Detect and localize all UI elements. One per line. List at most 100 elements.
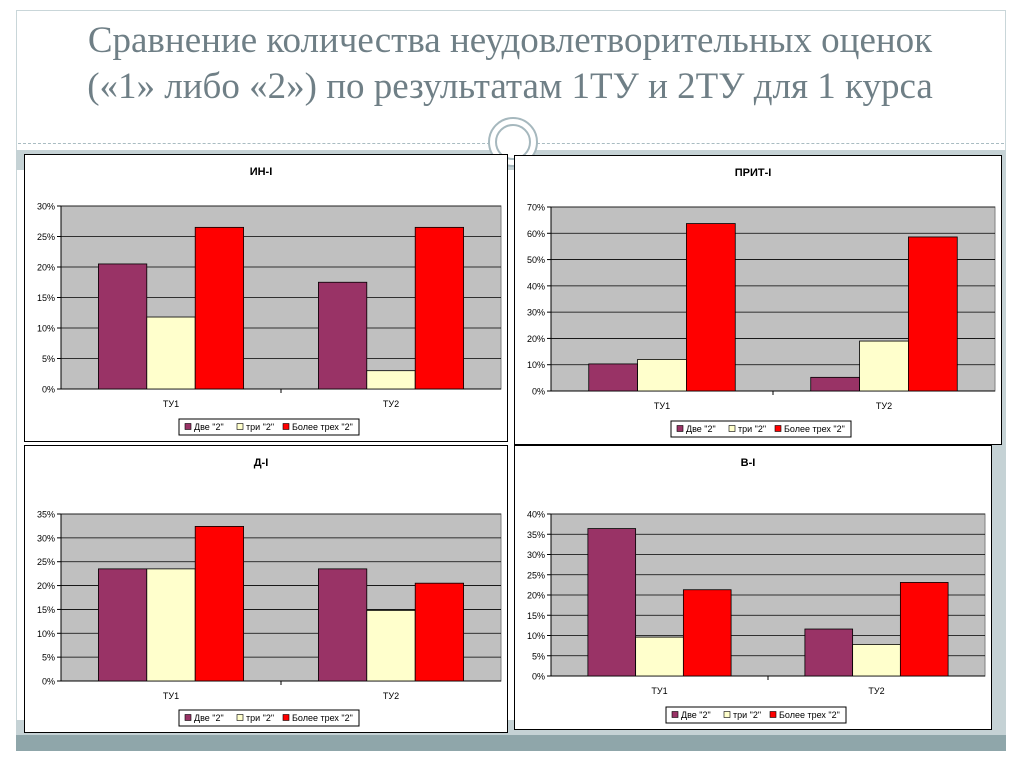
legend-swatch (671, 711, 679, 718)
legend-swatch (282, 714, 290, 721)
chart-title: В-I (741, 457, 756, 469)
y-tick-label: 15% (37, 293, 55, 303)
y-tick-label: 35% (527, 530, 545, 540)
y-tick-label: 10% (37, 324, 55, 334)
bar (194, 526, 244, 682)
chart-svg: ПРИТ-I 0% 10% 20% 30% 40% 50% 60% 70% ТУ1 ТУ2 Две "… (527, 167, 996, 438)
legend-label: три "2" (246, 713, 274, 723)
chart-panel-d: Д-I 0% 5% 10% 15% 20% 25% 30% 35% ТУ1 ТУ2 Две "2" тр… (24, 445, 508, 733)
x-tick-label: ТУ1 (163, 691, 179, 701)
bar (682, 589, 732, 677)
legend-swatch (282, 423, 290, 430)
x-tick-label: ТУ1 (163, 399, 179, 409)
bar (899, 582, 949, 677)
legend-label: Две "2" (681, 710, 711, 720)
legend-label: Две "2" (194, 422, 224, 432)
slide-title: Сравнение количества неудовлетворительны… (30, 18, 990, 110)
x-tick-label: ТУ1 (654, 401, 670, 411)
bar (852, 644, 901, 677)
slide-title-line-1: Сравнение количества неудовлетворительны… (87, 20, 933, 61)
chart-svg: ИН-I 0% 5% 10% 15% 20% 25% 30% ТУ1 ТУ2 Две "2" три … (37, 166, 502, 436)
y-tick-label: 30% (527, 308, 545, 318)
legend-label: Более трех "2" (292, 422, 353, 432)
bar (810, 376, 860, 392)
y-tick-label: 20% (37, 581, 55, 591)
y-tick-label: 0% (532, 387, 545, 397)
x-tick-label: ТУ2 (876, 401, 892, 411)
legend-label: три "2" (246, 422, 274, 432)
bar (366, 370, 416, 390)
x-tick-label: ТУ2 (383, 691, 399, 701)
chart-title: Д-I (254, 457, 269, 469)
bar (908, 236, 958, 392)
y-tick-label: 10% (37, 629, 55, 639)
chart-svg: В-I 0% 5% 10% 15% 20% 25% 30% 35% 40% ТУ1 ТУ2 Две "2… (527, 457, 986, 724)
legend-label: три "2" (733, 710, 761, 720)
y-tick-label: 5% (42, 354, 55, 364)
bar (146, 568, 196, 682)
legend-label: Две "2" (686, 424, 716, 434)
bar (588, 363, 638, 392)
bar (414, 582, 465, 682)
bar (366, 609, 416, 682)
legend-swatch (184, 714, 192, 721)
legend-swatch (769, 711, 777, 718)
chart-svg: Д-I 0% 5% 10% 15% 20% 25% 30% 35% ТУ1 ТУ2 Две "2" тр… (37, 457, 502, 727)
y-tick-label: 15% (527, 611, 545, 621)
bar (414, 226, 465, 390)
legend-box (670, 420, 852, 438)
legend-label: три "2" (738, 424, 766, 434)
y-tick-label: 25% (527, 570, 545, 580)
bar (194, 226, 244, 390)
legend-label: Более трех "2" (779, 710, 840, 720)
chart-panel-prit: ПРИТ-I 0% 10% 20% 30% 40% 50% 60% 70% ТУ1 ТУ2 Две "… (514, 155, 1002, 445)
y-tick-label: 25% (37, 232, 55, 242)
legend-label: Более трех "2" (292, 713, 353, 723)
legend-label: Две "2" (194, 713, 224, 723)
legend-swatch (774, 425, 782, 432)
y-tick-label: 30% (37, 202, 55, 212)
y-tick-label: 40% (527, 281, 545, 291)
bar (635, 636, 684, 677)
bar (98, 568, 148, 682)
y-tick-label: 0% (42, 385, 55, 395)
legend-label: Более трех "2" (784, 424, 845, 434)
y-tick-label: 20% (527, 334, 545, 344)
legend-box (178, 418, 360, 436)
bar (804, 628, 854, 677)
y-tick-label: 20% (527, 591, 545, 601)
bar (98, 263, 148, 390)
bar (317, 568, 368, 682)
chart-panel-v: В-I 0% 5% 10% 15% 20% 25% 30% 35% 40% ТУ1 ТУ2 Две "2… (514, 445, 992, 730)
decor-band-bottom (16, 735, 1006, 751)
y-tick-label: 10% (527, 360, 545, 370)
y-tick-label: 15% (37, 605, 55, 615)
legend-swatch (728, 425, 736, 432)
bar (859, 340, 909, 392)
x-tick-label: ТУ2 (868, 686, 884, 696)
y-tick-label: 70% (527, 203, 545, 213)
chart-title: ИН-I (250, 166, 273, 178)
bar (587, 528, 637, 677)
y-tick-label: 5% (42, 653, 55, 663)
y-tick-label: 5% (532, 651, 545, 661)
bar (146, 316, 196, 390)
legend-swatch (236, 423, 244, 430)
legend-swatch (184, 423, 192, 430)
y-tick-label: 0% (42, 677, 55, 687)
slide-title-line-2: («1» либо «2») по результатам 1ТУ и 2ТУ … (87, 66, 933, 107)
legend-swatch (723, 711, 731, 718)
legend-swatch (236, 714, 244, 721)
legend-box (178, 709, 360, 727)
y-tick-label: 30% (37, 533, 55, 543)
y-tick-label: 25% (37, 557, 55, 567)
y-tick-label: 35% (37, 510, 55, 520)
chart-title: ПРИТ-I (735, 167, 772, 179)
y-tick-label: 60% (527, 229, 545, 239)
y-tick-label: 30% (527, 550, 545, 560)
y-tick-label: 20% (37, 263, 55, 273)
x-tick-label: ТУ1 (651, 686, 667, 696)
legend-box (665, 706, 847, 724)
y-tick-label: 0% (532, 672, 545, 682)
bar (686, 223, 736, 392)
